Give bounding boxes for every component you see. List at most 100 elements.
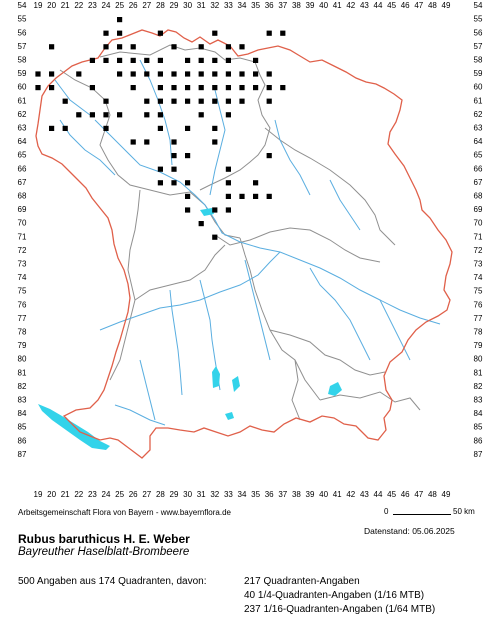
y-tick-label: 75 bbox=[18, 287, 27, 296]
x-tick-label: 42 bbox=[346, 490, 355, 499]
y-tick-label: 67 bbox=[474, 178, 483, 187]
occurrence-dot bbox=[198, 71, 204, 77]
y-tick-label: 83 bbox=[474, 396, 483, 405]
y-tick-label: 71 bbox=[474, 232, 483, 241]
y-tick-label: 55 bbox=[18, 15, 27, 24]
x-tick-label: 48 bbox=[428, 490, 437, 499]
occurrence-dot bbox=[185, 125, 191, 131]
x-axis-top: 19 20 21 22 23 24 25 26 27 28 29 30 31 32 33 34 35 36 37 38… bbox=[34, 1, 451, 10]
summary-count: 500 Angaben aus 174 Quadranten, davon: bbox=[18, 576, 207, 587]
occurrence-dot bbox=[239, 71, 245, 77]
x-tick-label: 30 bbox=[183, 1, 192, 10]
x-tick-label: 38 bbox=[292, 1, 301, 10]
occurrence-dot bbox=[157, 125, 163, 131]
y-tick-label: 84 bbox=[474, 409, 483, 418]
occurrence-dot bbox=[144, 71, 150, 77]
occurrence-dot bbox=[171, 139, 177, 145]
occurrence-dot bbox=[198, 57, 204, 63]
occurrence-dot bbox=[253, 193, 259, 199]
occurrence-dot bbox=[225, 57, 231, 63]
occurrence-dot bbox=[171, 153, 177, 159]
x-tick-label: 43 bbox=[360, 1, 369, 10]
x-tick-label: 20 bbox=[47, 490, 56, 499]
occurrence-dot bbox=[266, 71, 272, 77]
y-tick-label: 71 bbox=[18, 232, 27, 241]
y-tick-label: 63 bbox=[474, 124, 483, 133]
y-tick-label: 80 bbox=[474, 355, 483, 364]
x-tick-label: 23 bbox=[88, 1, 97, 10]
data-date: Datenstand: 05.06.2025 bbox=[364, 526, 455, 536]
occurrence-dot bbox=[130, 57, 136, 63]
y-tick-label: 78 bbox=[474, 328, 483, 337]
occurrence-dot bbox=[103, 30, 109, 36]
y-tick-label: 76 bbox=[474, 300, 483, 309]
x-tick-label: 43 bbox=[360, 490, 369, 499]
occurrence-dot bbox=[89, 85, 95, 91]
species-common-name: Bayreuther Haselblatt-Brombeere bbox=[18, 546, 190, 558]
occurrence-dot bbox=[157, 112, 163, 118]
occurrence-dot bbox=[266, 193, 272, 199]
distribution-map: 19 20 21 22 23 24 25 26 27 28 29 30 31 32 33 34 35 36 37 38… bbox=[18, 1, 483, 499]
x-tick-label: 36 bbox=[265, 490, 274, 499]
occurrence-dot bbox=[225, 44, 231, 50]
occurrence-dot bbox=[49, 44, 55, 50]
occurrence-dot bbox=[171, 71, 177, 77]
x-tick-label: 28 bbox=[156, 490, 165, 499]
occurrence-dot bbox=[225, 98, 231, 104]
x-tick-label: 49 bbox=[442, 490, 451, 499]
y-tick-label: 70 bbox=[474, 219, 483, 228]
occurrence-dot bbox=[157, 57, 163, 63]
occurrence-dot bbox=[157, 71, 163, 77]
occurrence-dot bbox=[198, 85, 204, 91]
occurrence-dot bbox=[144, 139, 150, 145]
x-tick-label: 44 bbox=[374, 490, 383, 499]
occurrence-dot bbox=[117, 30, 123, 36]
y-tick-label: 66 bbox=[474, 164, 483, 173]
occurrence-dot bbox=[144, 57, 150, 63]
x-tick-label: 24 bbox=[102, 1, 111, 10]
x-tick-label: 25 bbox=[115, 1, 124, 10]
occurrence-dot bbox=[225, 112, 231, 118]
y-tick-label: 60 bbox=[18, 83, 27, 92]
x-tick-label: 32 bbox=[210, 1, 219, 10]
occurrence-dot bbox=[198, 98, 204, 104]
x-tick-label: 23 bbox=[88, 490, 97, 499]
occurrence-dot bbox=[171, 180, 177, 186]
y-tick-label: 76 bbox=[18, 300, 27, 309]
y-tick-label: 74 bbox=[474, 273, 483, 282]
x-tick-label: 49 bbox=[442, 1, 451, 10]
x-tick-label: 22 bbox=[74, 1, 83, 10]
x-tick-label: 22 bbox=[74, 490, 83, 499]
y-tick-label: 70 bbox=[18, 219, 27, 228]
x-tick-label: 33 bbox=[224, 1, 233, 10]
occurrence-dot bbox=[212, 139, 218, 145]
occurrence-dot bbox=[198, 112, 204, 118]
occurrence-dot bbox=[130, 71, 136, 77]
occurrence-dot bbox=[157, 180, 163, 186]
x-tick-label: 46 bbox=[401, 490, 410, 499]
occurrence-dot bbox=[239, 98, 245, 104]
y-tick-label: 63 bbox=[18, 124, 27, 133]
y-tick-label: 84 bbox=[18, 409, 27, 418]
y-tick-label: 62 bbox=[474, 110, 483, 119]
occurrence-dot bbox=[225, 193, 231, 199]
x-tick-label: 19 bbox=[34, 1, 43, 10]
lake-brombach bbox=[200, 208, 214, 216]
occurrence-dot bbox=[185, 85, 191, 91]
y-axis-left: 54 55 56 57 58 59 60 61 62 63 64 65 66 67 68 69 70 71 72 73… bbox=[18, 1, 27, 459]
occurrence-dot bbox=[117, 71, 123, 77]
scale-label: 50 km bbox=[453, 507, 475, 516]
bavaria-border bbox=[35, 29, 453, 459]
credit-text: Arbeitsgemeinschaft Flora von Bayern - w… bbox=[18, 508, 231, 517]
occurrence-dot bbox=[212, 125, 218, 131]
occurrence-dot bbox=[225, 85, 231, 91]
occurrence-dot bbox=[157, 85, 163, 91]
occurrence-dot bbox=[185, 57, 191, 63]
y-tick-label: 62 bbox=[18, 110, 27, 119]
occurrence-dot bbox=[157, 30, 163, 36]
x-tick-label: 34 bbox=[238, 1, 247, 10]
occurrence-dot bbox=[266, 98, 272, 104]
x-axis-bottom: 19 20 21 22 23 24 25 26 27 28 29 30 31 32 33 34 35 36 37 38… bbox=[34, 490, 451, 499]
x-tick-label: 35 bbox=[251, 1, 260, 10]
x-tick-label: 26 bbox=[129, 1, 138, 10]
